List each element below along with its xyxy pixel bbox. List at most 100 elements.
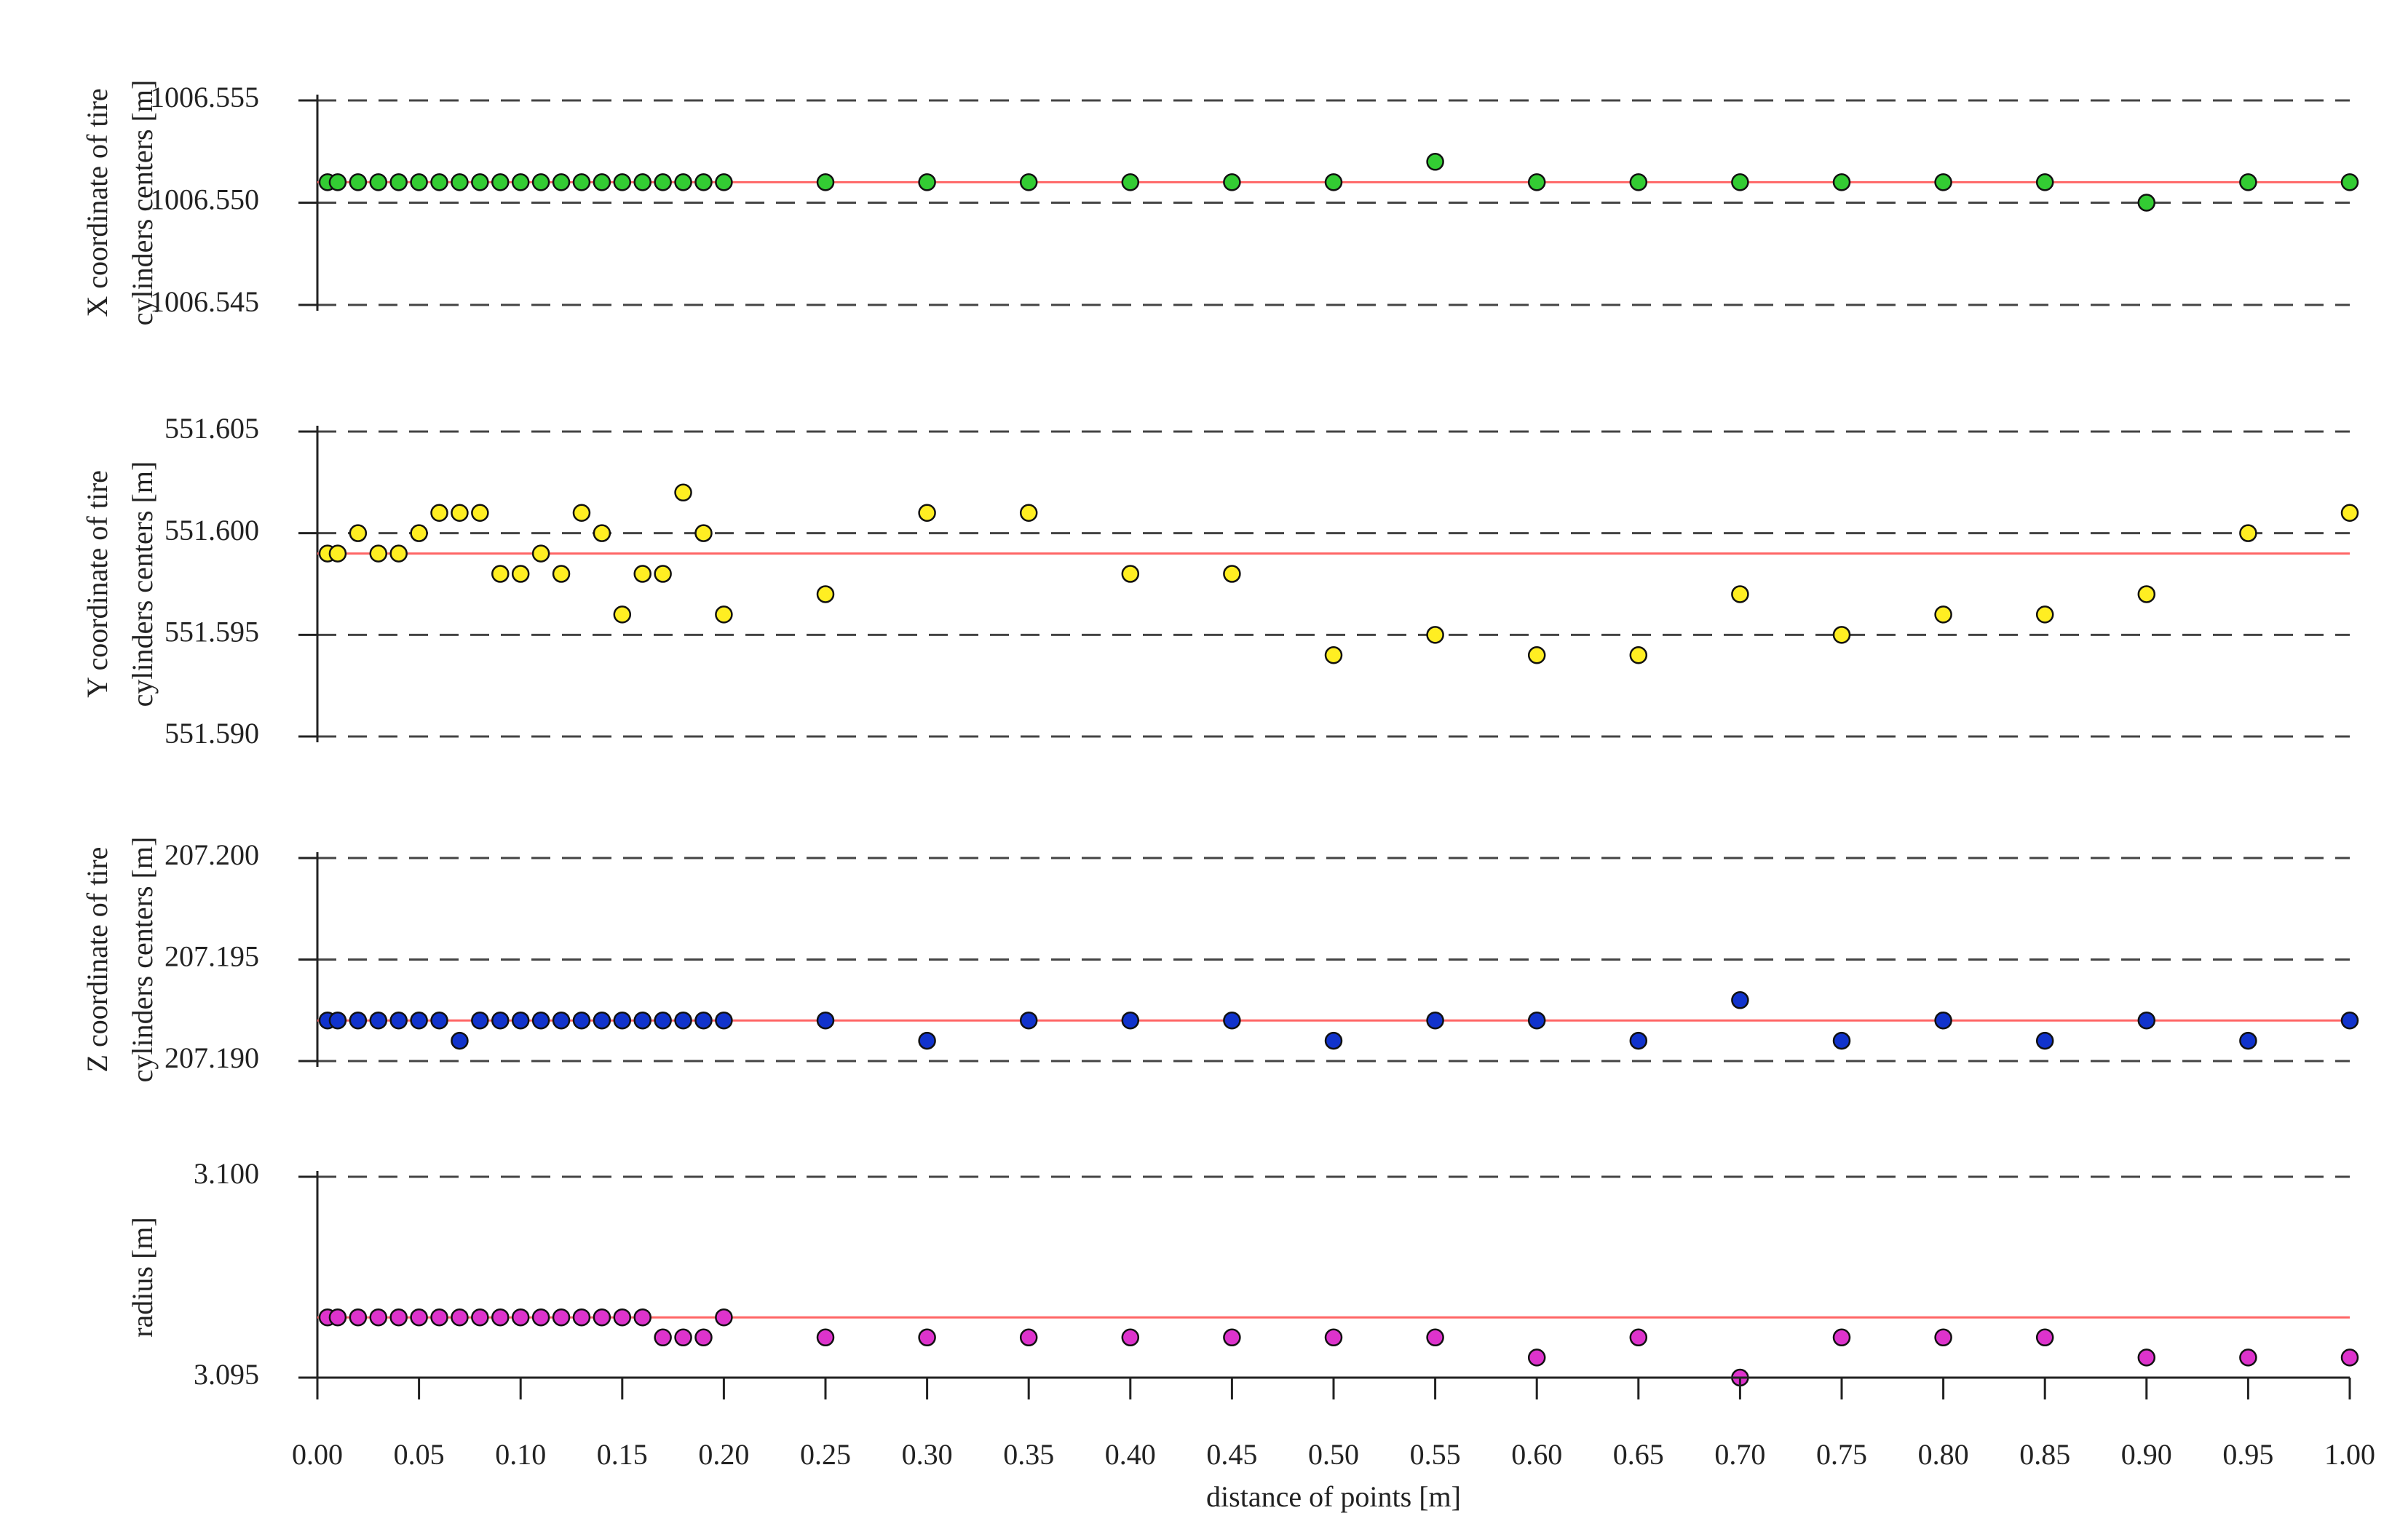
data-point: [633, 173, 651, 191]
data-point: [471, 173, 489, 191]
data-point: [1527, 646, 1546, 664]
data-point: [593, 1308, 611, 1327]
data-point: [694, 173, 713, 191]
data-point: [2340, 504, 2359, 522]
data-point: [1426, 1011, 1444, 1030]
x-tick-label: 0.95: [2222, 1438, 2273, 1471]
data-point: [552, 1308, 571, 1327]
data-point: [511, 1011, 530, 1030]
data-point: [674, 483, 692, 502]
data-point: [1527, 1349, 1546, 1367]
x-tick-label: 0.35: [1003, 1438, 1054, 1471]
data-point: [654, 173, 672, 191]
x-tick-label: 0.00: [292, 1438, 343, 1471]
data-point: [531, 544, 550, 563]
data-point: [816, 585, 835, 603]
data-point: [2239, 1031, 2257, 1050]
data-point: [593, 1011, 611, 1030]
data-point: [389, 1308, 408, 1327]
data-point: [1934, 605, 1952, 624]
data-point: [1426, 1328, 1444, 1347]
data-point: [2340, 1011, 2359, 1030]
data-point: [715, 1308, 733, 1327]
data-point: [2340, 1349, 2359, 1367]
data-point: [816, 173, 835, 191]
data-point: [491, 1011, 510, 1030]
data-point: [531, 1308, 550, 1327]
data-point: [328, 1308, 347, 1327]
data-point: [2239, 1349, 2257, 1367]
y-axis-label: cylinders centers [m]: [126, 837, 159, 1083]
x-tick-label: 0.85: [2019, 1438, 2070, 1471]
data-point: [531, 173, 550, 191]
data-point: [2340, 173, 2359, 191]
data-point: [715, 605, 733, 624]
y-axis-label: X coordinate of tire: [81, 88, 114, 317]
data-point: [451, 1031, 469, 1050]
x-tick-label: 0.05: [394, 1438, 445, 1471]
data-point: [918, 173, 936, 191]
x-tick-label: 0.15: [597, 1438, 648, 1471]
data-point: [328, 544, 347, 563]
data-point: [1324, 173, 1343, 191]
data-point: [531, 1011, 550, 1030]
data-point: [633, 565, 651, 583]
data-point: [1934, 1011, 1952, 1030]
y-tick-label: 551.590: [165, 717, 259, 750]
data-point: [410, 1308, 428, 1327]
data-point: [1426, 153, 1444, 171]
data-point: [1527, 1011, 1546, 1030]
data-point: [471, 1011, 489, 1030]
data-point: [349, 524, 368, 542]
x-tick-label: 0.55: [1410, 1438, 1461, 1471]
data-point: [349, 1308, 368, 1327]
data-point: [613, 1308, 632, 1327]
y-axis-label: radius [m]: [126, 1217, 159, 1338]
data-point: [451, 173, 469, 191]
data-point: [349, 173, 368, 191]
data-point: [1019, 1011, 1038, 1030]
data-point: [572, 173, 591, 191]
data-point: [369, 173, 388, 191]
data-point: [1324, 1328, 1343, 1347]
data-point: [918, 504, 936, 522]
data-point: [572, 1308, 591, 1327]
data-point: [715, 1011, 733, 1030]
data-point: [1731, 991, 1749, 1009]
y-tick-label: 1006.550: [150, 183, 259, 216]
data-point: [1934, 173, 1952, 191]
data-point: [1121, 173, 1140, 191]
data-point: [2137, 585, 2156, 603]
data-point: [1731, 585, 1749, 603]
y-tick-label: 207.195: [165, 940, 259, 973]
data-point: [593, 524, 611, 542]
data-point: [1629, 1031, 1648, 1050]
y-axis-label: cylinders centers [m]: [126, 80, 159, 326]
data-point: [1832, 173, 1851, 191]
x-tick-label: 0.20: [698, 1438, 749, 1471]
data-point: [2137, 1011, 2156, 1030]
x-tick-label: 0.75: [1816, 1438, 1867, 1471]
data-point: [694, 524, 713, 542]
x-tick-label: 0.45: [1206, 1438, 1257, 1471]
data-point: [1324, 1031, 1343, 1050]
data-point: [654, 565, 672, 583]
data-point: [430, 504, 448, 522]
y-axis-label: Z coordinate of tire: [81, 847, 114, 1073]
data-point: [1223, 1328, 1241, 1347]
data-point: [694, 1328, 713, 1347]
data-point: [471, 504, 489, 522]
y-tick-label: 551.595: [165, 616, 259, 648]
y-tick-label: 1006.545: [150, 285, 259, 318]
data-point: [1121, 565, 1140, 583]
data-point: [572, 1011, 591, 1030]
x-tick-label: 0.50: [1308, 1438, 1359, 1471]
data-point: [1223, 173, 1241, 191]
data-point: [1121, 1328, 1140, 1347]
data-point: [1832, 1328, 1851, 1347]
y-tick-label: 207.190: [165, 1041, 259, 1074]
data-point: [552, 173, 571, 191]
data-point: [613, 1011, 632, 1030]
